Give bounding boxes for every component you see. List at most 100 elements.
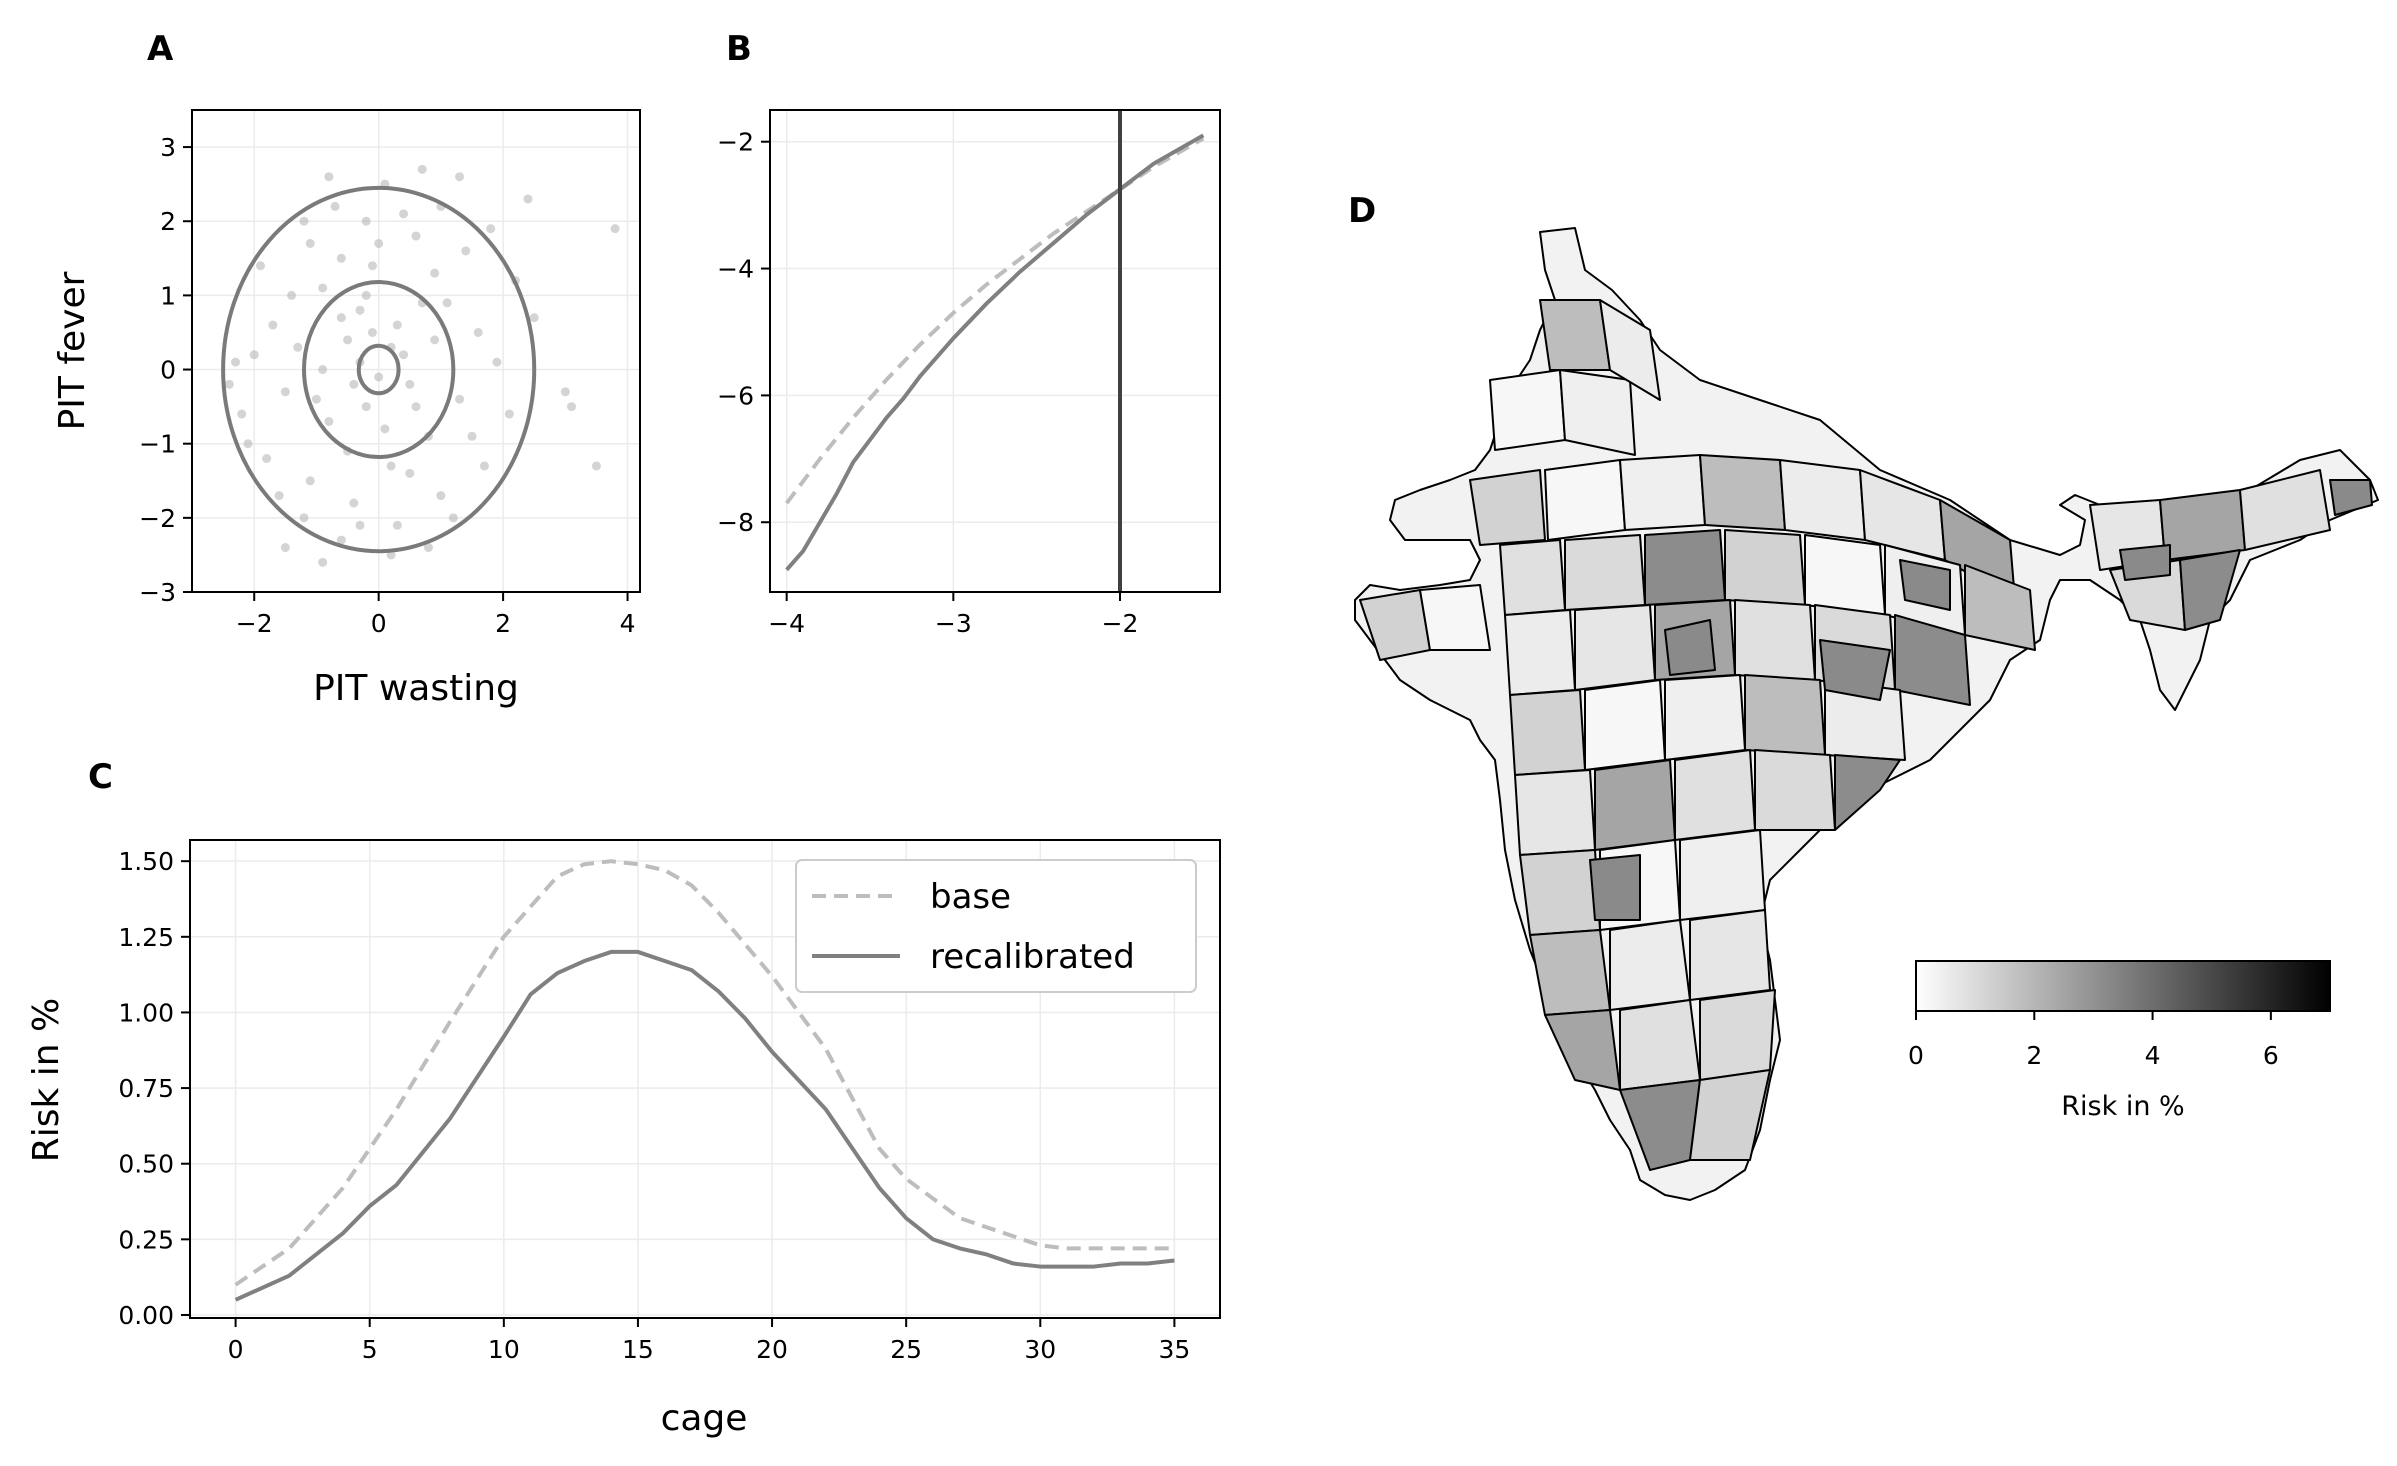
district — [1564, 534, 1646, 611]
scatter-point — [380, 424, 390, 434]
scatter-point — [411, 231, 421, 241]
district — [1699, 989, 1776, 1081]
panel-c-ylabel: Risk in % — [26, 998, 67, 1163]
district — [1964, 564, 2036, 651]
panel-c-ytick-label: 0.25 — [118, 1225, 174, 1254]
panel-a-points — [224, 164, 620, 567]
panel-a-xlabel: PIT wasting — [313, 668, 519, 709]
scatter-point — [529, 313, 539, 323]
scatter-point — [386, 461, 396, 471]
panel-a-scatter: −2 0 2 4 −3 −2 −1 0 1 2 3 PIT wasting PIT fever — [52, 109, 641, 709]
panel-a-ytick-label: 0 — [160, 356, 176, 385]
panel-a-ytick-label: 3 — [160, 133, 176, 162]
legend-recalibrated-label: recalibrated — [930, 937, 1135, 977]
panel-a-ticks: −2 0 2 4 −3 −2 −1 0 1 2 3 — [139, 133, 635, 638]
district-high-risk — [2119, 544, 2171, 581]
colorbar-label: Risk in % — [2061, 1091, 2184, 1122]
panel-b-xtick-label: −4 — [768, 609, 805, 638]
panel-c-ytick-label: 1.00 — [118, 998, 174, 1027]
panel-c-xtick-label: 35 — [1158, 1335, 1190, 1364]
scatter-point — [280, 543, 290, 553]
panel-c-ytick-label: 0.50 — [118, 1150, 174, 1179]
panel-a-ytick-label: −3 — [139, 578, 176, 607]
district-high-risk — [2329, 479, 2373, 516]
district — [1514, 769, 1596, 856]
scatter-point — [305, 476, 315, 486]
panel-c-xtick-label: 25 — [890, 1335, 922, 1364]
panel-c-ytick-label: 0.75 — [118, 1074, 174, 1103]
colorbar-tick-label: 4 — [2145, 1041, 2161, 1070]
scatter-point — [224, 379, 234, 389]
district-high-risk — [1819, 639, 1891, 701]
scatter-point — [492, 357, 502, 367]
panel-a-xtick-label: 4 — [620, 609, 636, 638]
scatter-point — [330, 201, 340, 211]
panel-a-ytick-label: −2 — [139, 504, 176, 533]
district — [1544, 459, 1626, 541]
recalibrated-line — [785, 133, 1205, 572]
scatter-point — [430, 335, 440, 345]
scatter-point — [318, 283, 328, 293]
panel-a-ellipses — [221, 185, 537, 554]
scatter-point — [504, 409, 514, 419]
scatter-point — [436, 491, 446, 501]
scatter-point — [318, 557, 328, 567]
panel-c-lines — [234, 859, 1175, 1302]
scatter-point — [336, 253, 346, 263]
district — [1679, 829, 1766, 921]
scatter-point — [255, 261, 265, 271]
district — [1744, 674, 1826, 756]
scatter-point — [455, 172, 465, 182]
panel-c-xtick-label: 20 — [756, 1335, 788, 1364]
scatter-point — [311, 394, 321, 404]
scatter-point — [392, 520, 402, 530]
scatter-point — [473, 327, 483, 337]
district — [1529, 929, 1611, 1016]
panel-a-ytick-label: 1 — [160, 281, 176, 310]
panel-c-grid — [190, 840, 1220, 1318]
scatter-point — [423, 543, 433, 553]
panel-a-frame — [191, 109, 641, 593]
panel-c-xlabel: cage — [661, 1398, 748, 1439]
scatter-point — [560, 387, 570, 397]
scatter-point — [361, 402, 371, 412]
panel-a-ytick-label: 2 — [160, 207, 176, 236]
panel-b-ytick-label: −4 — [717, 255, 754, 284]
district — [1559, 369, 1636, 456]
district-high-risk — [1664, 619, 1716, 676]
district — [2159, 489, 2246, 561]
scatter-point — [392, 320, 402, 330]
scatter-point — [374, 238, 384, 248]
district — [1419, 584, 1491, 651]
scatter-point — [467, 431, 477, 441]
panel-b-ticks: −4 −3 −2 −2 −4 −6 −8 — [717, 128, 1138, 638]
panel-letter-c: C — [88, 757, 113, 797]
scatter-point — [479, 461, 489, 471]
legend-box — [795, 859, 1197, 993]
district — [1544, 1009, 1621, 1091]
colorbar-tick-label: 2 — [2026, 1041, 2042, 1070]
scatter-point — [324, 172, 334, 182]
district — [1894, 614, 1971, 706]
contour-ellipse — [356, 343, 401, 396]
panel-c-legend: base recalibrated — [795, 859, 1197, 993]
district — [1644, 529, 1726, 606]
scatter-point — [336, 313, 346, 323]
panel-d-map: 0 2 4 6 Risk in % — [1354, 227, 2379, 1201]
scatter-point — [411, 402, 421, 412]
scatter-point — [567, 402, 577, 412]
base-line — [234, 859, 1175, 1287]
district — [1734, 599, 1816, 681]
district — [1574, 604, 1656, 691]
scatter-point — [610, 224, 620, 234]
scatter-point — [405, 468, 415, 478]
district-high-risk — [1589, 854, 1641, 921]
panel-letter-a: A — [147, 29, 174, 69]
district — [1689, 909, 1771, 1001]
panel-c-ytick-label: 1.50 — [118, 847, 174, 876]
district — [1504, 609, 1576, 696]
colorbar-tick-label: 0 — [1908, 1041, 1924, 1070]
panel-c-xtick-label: 5 — [362, 1335, 378, 1364]
district — [1619, 999, 1701, 1091]
